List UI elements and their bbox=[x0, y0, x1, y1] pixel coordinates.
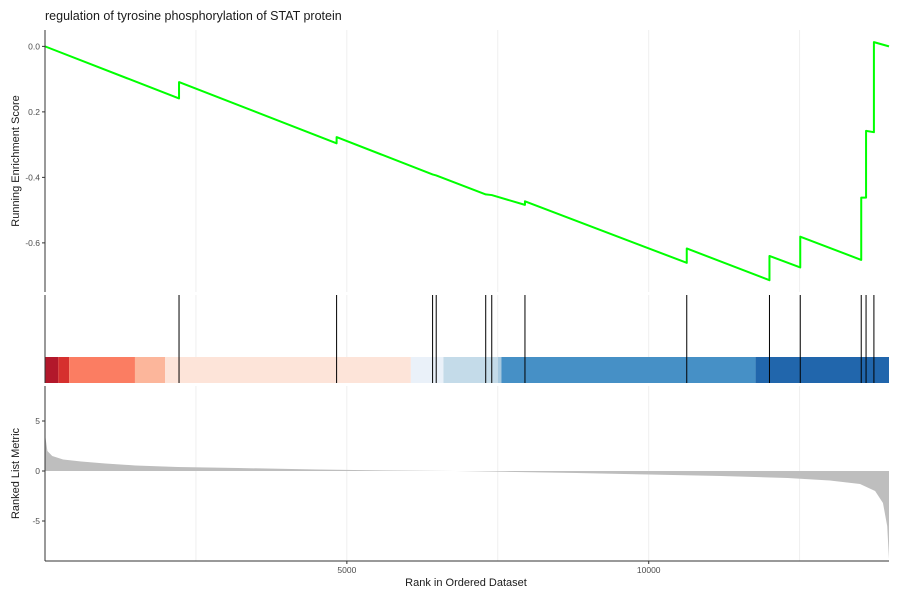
x-axis-label: Rank in Ordered Dataset bbox=[405, 577, 527, 589]
y-axis-label-score: Running Enrichment Score bbox=[10, 95, 22, 226]
heatmap-band bbox=[497, 357, 502, 383]
y-tick-label-score: -0.6 bbox=[25, 238, 40, 248]
gridlines bbox=[195, 30, 801, 561]
heatmap-band bbox=[443, 357, 498, 383]
y-axis-label-metric: Ranked List Metric bbox=[10, 427, 22, 519]
heatmap-band bbox=[45, 357, 59, 383]
y-tick-label-metric: -5 bbox=[32, 516, 40, 526]
heatmap-band bbox=[134, 357, 166, 383]
heatmap-band bbox=[58, 357, 70, 383]
y-tick-label-score: -0.4 bbox=[25, 172, 40, 182]
heatmap-band bbox=[69, 357, 135, 383]
chart-title: regulation of tyrosine phosphorylation o… bbox=[45, 9, 342, 23]
heatmap-band bbox=[165, 357, 411, 383]
ranked-metric-area bbox=[45, 434, 889, 559]
running-score bbox=[44, 41, 890, 282]
running-score-line bbox=[44, 41, 890, 282]
y-tick-label-score: 0.0 bbox=[28, 41, 40, 51]
ranked-metric-fill bbox=[45, 434, 889, 559]
rank-heatmap bbox=[45, 357, 889, 383]
y-tick-label-metric: 0 bbox=[35, 466, 40, 476]
x-tick-label: 10000 bbox=[637, 565, 661, 575]
axis-labels: Rank in Ordered Dataset Running Enrichmen… bbox=[10, 95, 527, 589]
heatmap-band bbox=[410, 357, 444, 383]
heatmap-band bbox=[755, 357, 889, 383]
x-tick-label: 5000 bbox=[337, 565, 356, 575]
axes bbox=[44, 30, 889, 562]
gene-hit-marks bbox=[178, 295, 875, 383]
y-tick-label-score: 0.2 bbox=[28, 107, 40, 117]
y-tick-label-metric: 5 bbox=[35, 416, 40, 426]
tick-labels: 0.0 0.2 -0.4 -0.6 5 0 -5 5000 10000 bbox=[25, 41, 660, 575]
heatmap-band bbox=[501, 357, 756, 383]
